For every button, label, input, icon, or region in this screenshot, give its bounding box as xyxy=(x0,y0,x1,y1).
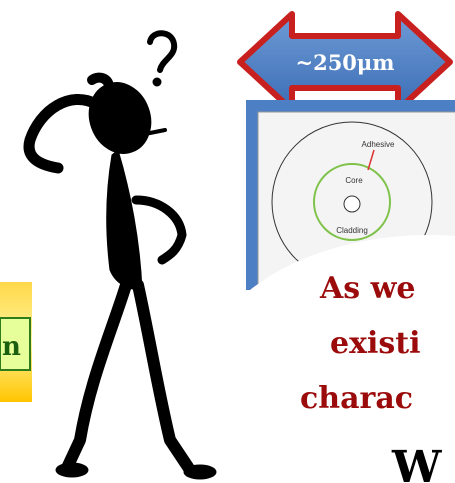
bubble-line: As we xyxy=(319,271,416,306)
bubble-line: existi xyxy=(330,326,421,361)
label-adhesive: Adhesive xyxy=(362,140,395,149)
stick-figure xyxy=(23,30,217,480)
size-arrow: ~250μm xyxy=(237,11,453,113)
label-core: Core xyxy=(345,176,363,185)
label-cladding: Cladding xyxy=(336,226,368,235)
bubble-line: charac xyxy=(300,381,413,416)
bubble-last-line: W xyxy=(391,442,442,483)
side-box: n xyxy=(0,282,32,402)
speech-bubble: As we existi charac W xyxy=(229,234,455,483)
arrow-label: ~250μm xyxy=(295,50,394,75)
side-text: n xyxy=(2,332,21,362)
